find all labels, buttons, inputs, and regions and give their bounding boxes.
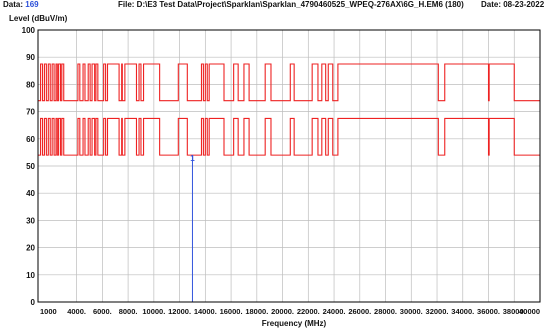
x-tick-label: 20000. <box>271 307 294 316</box>
x-tick-label: 28000. <box>374 307 397 316</box>
x-tick-label: 12000. <box>168 307 191 316</box>
y-tick-label: 80 <box>26 80 35 89</box>
y-tick-label: 70 <box>26 108 35 117</box>
x-tick-label: 14000. <box>194 307 217 316</box>
x-tick-label: 26000. <box>348 307 371 316</box>
x-tick-label: 10000. <box>142 307 165 316</box>
y-tick-label: 50 <box>26 162 35 171</box>
x-tick-label: 1000 <box>40 307 57 316</box>
limit-line-2 <box>38 117 540 156</box>
x-tick-label: 38000. <box>503 307 526 316</box>
data-id-label: Data: <box>3 0 24 9</box>
x-tick-label: 32000. <box>426 307 449 316</box>
x-tick-label: 24000. <box>323 307 346 316</box>
y-tick-label: 90 <box>26 53 35 62</box>
x-tick-label: 22000. <box>297 307 320 316</box>
x-tick-label: 34000. <box>451 307 474 316</box>
marker-label: 1 <box>190 154 195 163</box>
x-axis-label: Frequency (MHz) <box>262 319 327 328</box>
x-tick-label: 30000. <box>400 307 423 316</box>
y-tick-label: 40 <box>26 189 35 198</box>
data-id: Data: 169 <box>3 0 39 9</box>
y-tick-label: 100 <box>22 26 36 35</box>
x-tick-label: 36000. <box>477 307 500 316</box>
x-tick-labels: 1000 4000. 6000. 8000. 10000. 12000. 14000. 160… <box>40 307 540 316</box>
y-tick-label: 30 <box>26 216 35 225</box>
x-tick-label: 18000. <box>245 307 268 316</box>
y-tick-label: 60 <box>26 135 35 144</box>
x-tick-label: 16000. <box>220 307 243 316</box>
limit-lines <box>38 63 540 156</box>
x-tick-label: 40000 <box>519 307 540 316</box>
data-id-value: 169 <box>25 0 39 9</box>
y-tick-label: 0 <box>31 298 36 307</box>
test-date: Date: 08-23-2022 <box>481 0 545 9</box>
file-path: File: D:\E3 Test Data\Project\Sparklan\S… <box>118 0 464 9</box>
x-tick-label: 6000. <box>93 307 112 316</box>
y-axis-label: Level (dBuV/m) <box>9 14 68 23</box>
limit-line-1 <box>38 63 540 102</box>
grid <box>38 30 540 302</box>
y-tick-label: 10 <box>26 271 35 280</box>
y-tick-labels: 0 10 20 30 40 50 60 70 80 90 100 <box>22 26 36 307</box>
marker-group: 1 <box>190 154 195 302</box>
x-tick-label: 4000. <box>67 307 86 316</box>
plot-frame <box>37 29 541 303</box>
x-tick-label: 8000. <box>119 307 138 316</box>
y-tick-label: 20 <box>26 244 35 253</box>
